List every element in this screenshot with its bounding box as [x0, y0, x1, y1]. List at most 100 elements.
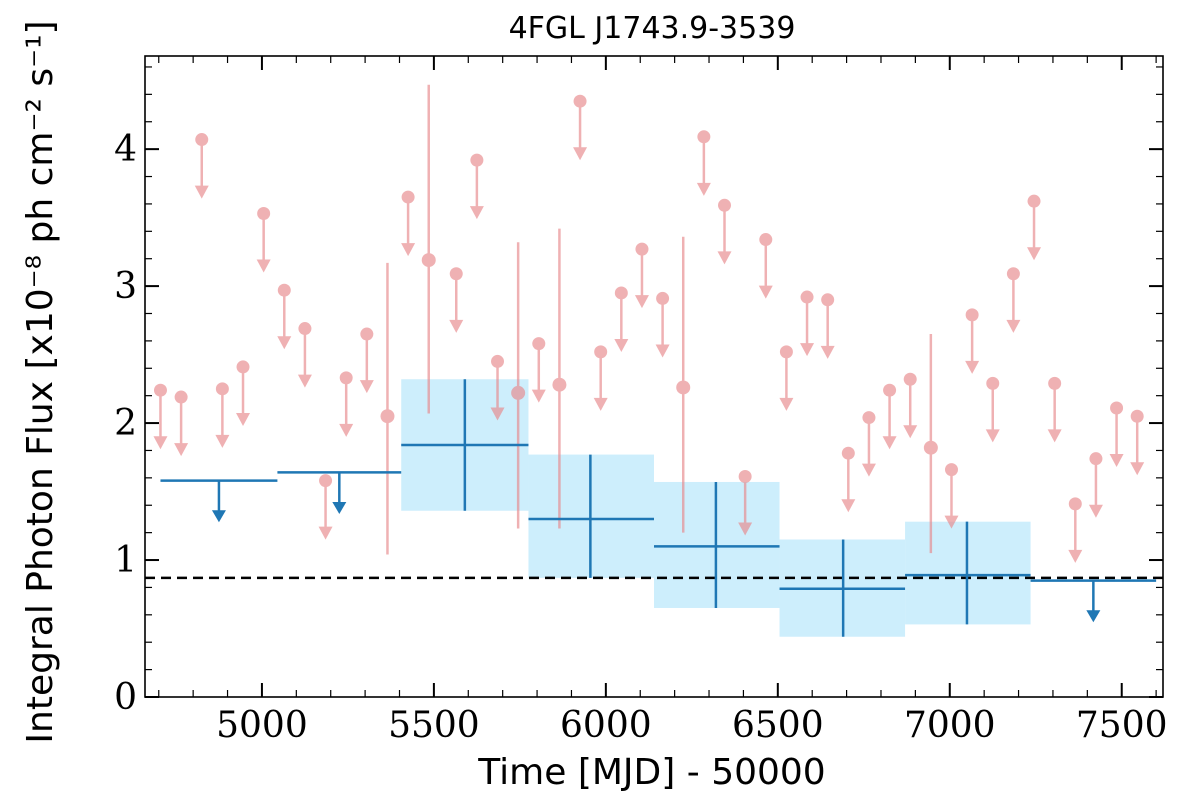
short-bin-upper-limit [1006, 267, 1021, 333]
long-bin-detection [779, 539, 906, 637]
long-bin-upper-limit [1030, 579, 1157, 623]
upper-limit-marker [697, 130, 711, 144]
upper-limit-arrow-head [449, 319, 464, 333]
short-bin-upper-limit [758, 233, 773, 299]
short-bin-upper-limit [696, 130, 711, 196]
y-tick-label: 3 [114, 266, 137, 307]
x-tick-label: 5500 [388, 705, 480, 746]
upper-limit-arrow-head [841, 499, 856, 513]
long-bin-detection [528, 454, 654, 578]
upper-limit-arrow-head [965, 360, 980, 374]
upper-limit-arrow-head [277, 336, 292, 350]
short-bin-upper-limit [1068, 497, 1083, 563]
upper-limit-marker [401, 190, 415, 204]
upper-limit-arrow-head [215, 434, 230, 448]
upper-limit-arrow-head [1047, 429, 1062, 443]
upper-limit-marker [215, 382, 229, 396]
upper-limit-marker [594, 345, 608, 359]
data-points [153, 84, 1157, 637]
x-tick-label: 5000 [216, 705, 308, 746]
x-tick-label: 6500 [732, 705, 824, 746]
short-bin-detection [676, 236, 691, 533]
upper-limit-arrow-head [985, 429, 1000, 443]
x-tick-label: 7500 [1076, 705, 1168, 746]
detection-marker [923, 440, 938, 455]
short-bin-upper-limit [820, 293, 835, 359]
upper-limit-marker [449, 267, 463, 281]
short-bin-upper-limit [717, 198, 732, 265]
upper-limit-arrow-head [800, 343, 815, 357]
upper-limit-arrow-head [469, 206, 484, 220]
detection-marker [552, 377, 567, 392]
y-tick-label: 0 [114, 677, 137, 718]
short-bin-upper-limit [634, 242, 649, 309]
upper-limit-arrow-head [1088, 504, 1103, 518]
short-bin-upper-limit [469, 153, 484, 220]
short-bin-upper-limit [944, 463, 959, 529]
upper-limit-marker [759, 233, 773, 247]
upper-limit-arrow-head [758, 285, 773, 299]
upper-limit-arrow-head [573, 147, 588, 161]
long-bin-upper-limit [277, 471, 402, 514]
upper-limit-arrow-head [174, 443, 189, 457]
plot-frame [144, 55, 1164, 698]
short-bin-upper-limit [861, 411, 876, 477]
short-bin-upper-limit [277, 283, 292, 350]
short-bin-detection [511, 242, 526, 529]
upper-limit-marker [339, 371, 353, 385]
short-bin-upper-limit [779, 345, 794, 411]
y-tick-label: 4 [114, 129, 137, 170]
upper-limit-arrow-head [194, 185, 209, 199]
upper-limit-arrow-head [738, 522, 753, 536]
upper-limit-marker [1006, 267, 1020, 281]
upper-limit-arrow-head [882, 436, 897, 450]
short-bin-upper-limit [882, 383, 897, 450]
short-bin-detection [923, 334, 938, 554]
upper-limit-arrow-head [944, 515, 959, 529]
upper-limit-arrow-head [903, 425, 918, 439]
short-bin-upper-limit [339, 371, 354, 437]
long-bin-limit-arrow-head [332, 501, 347, 514]
upper-limit-marker [491, 354, 505, 368]
upper-limit-arrow-head [339, 423, 354, 437]
upper-limit-arrow-head [614, 338, 629, 352]
upper-limit-marker [986, 376, 1000, 390]
upper-limit-marker [236, 360, 250, 374]
axes: 5000 5500 6000 6500 7000 7500 0 1 2 3 4 [114, 55, 1168, 746]
short-bin-upper-limit [800, 290, 815, 357]
short-bin-upper-limit [401, 190, 416, 257]
short-bin-upper-limit [841, 446, 856, 513]
upper-limit-arrow-head [820, 345, 835, 359]
upper-limit-marker [195, 133, 209, 147]
short-bin-upper-limit [614, 286, 629, 352]
upper-limit-marker [862, 411, 876, 425]
upper-limit-arrow-head [531, 389, 546, 403]
short-bin-upper-limit [1109, 401, 1124, 468]
x-tick-label: 6000 [560, 705, 652, 746]
long-bin-limit-arrow-head [1086, 610, 1101, 623]
short-bin-upper-limit [490, 354, 505, 421]
short-bin-upper-limit [318, 474, 333, 540]
long-bin-upper-limit [160, 479, 278, 523]
upper-limit-marker [1089, 452, 1103, 466]
upper-limit-marker [779, 345, 793, 359]
upper-limit-marker [360, 327, 374, 341]
upper-limit-marker [883, 383, 897, 397]
upper-limit-arrow-head [318, 526, 333, 540]
upper-limit-marker [903, 372, 917, 386]
upper-limit-marker [319, 474, 333, 488]
upper-limit-arrow-head [655, 344, 670, 358]
short-bin-upper-limit [174, 390, 189, 457]
short-bin-upper-limit [215, 382, 230, 448]
detection-marker [421, 253, 436, 268]
long-bin-limit-arrow-head [211, 510, 226, 523]
short-bin-detection [380, 262, 395, 555]
short-bin-upper-limit [297, 322, 312, 388]
upper-limit-marker [153, 383, 167, 397]
upper-limit-arrow-head [634, 295, 649, 309]
upper-limit-marker [298, 322, 312, 336]
y-tick-label: 1 [114, 540, 137, 581]
x-axis-title: Time [MJD] - 50000 [477, 752, 825, 793]
upper-limit-arrow-head [1027, 247, 1042, 261]
